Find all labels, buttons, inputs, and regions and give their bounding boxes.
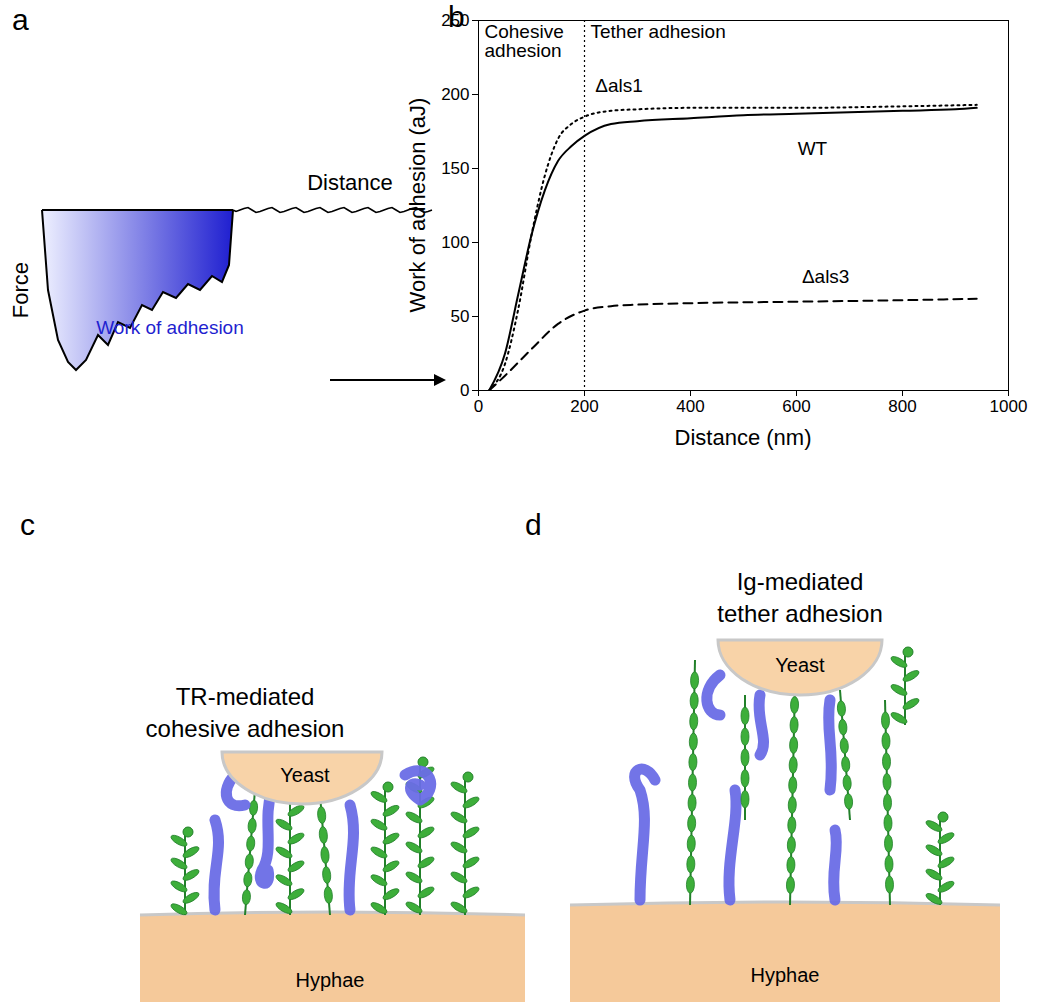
svg-text:100: 100 — [441, 233, 469, 252]
svg-text:WT: WT — [798, 138, 828, 159]
svg-text:Hyphae: Hyphae — [296, 969, 365, 991]
svg-text:1000: 1000 — [990, 397, 1028, 416]
svg-text:800: 800 — [888, 397, 916, 416]
svg-text:Force: Force — [8, 262, 33, 318]
svg-text:200: 200 — [570, 397, 598, 416]
svg-text:Δals3: Δals3 — [802, 266, 850, 287]
svg-text:Cohesiveadhesion: Cohesiveadhesion — [485, 21, 564, 61]
svg-text:TR-mediated: TR-mediated — [176, 683, 315, 710]
svg-text:Distance: Distance — [307, 170, 393, 195]
svg-text:Hyphae: Hyphae — [751, 964, 820, 986]
svg-text:50: 50 — [451, 307, 470, 326]
svg-text:200: 200 — [441, 85, 469, 104]
svg-text:d: d — [525, 508, 542, 541]
svg-text:Yeast: Yeast — [280, 764, 330, 786]
svg-text:Work of adhesion: Work of adhesion — [96, 317, 244, 338]
svg-text:c: c — [20, 508, 35, 541]
svg-text:400: 400 — [676, 397, 704, 416]
svg-text:Yeast: Yeast — [775, 654, 825, 676]
svg-text:tether adhesion: tether adhesion — [717, 600, 882, 627]
svg-text:a: a — [12, 3, 29, 36]
svg-text:Tether adhesion: Tether adhesion — [591, 21, 726, 42]
svg-text:600: 600 — [782, 397, 810, 416]
svg-text:0: 0 — [460, 381, 469, 400]
svg-text:Δals1: Δals1 — [595, 75, 643, 96]
svg-text:Ig-mediated: Ig-mediated — [737, 568, 864, 595]
svg-text:150: 150 — [441, 159, 469, 178]
svg-text:cohesive adhesion: cohesive adhesion — [146, 715, 345, 742]
svg-text:0: 0 — [474, 397, 483, 416]
